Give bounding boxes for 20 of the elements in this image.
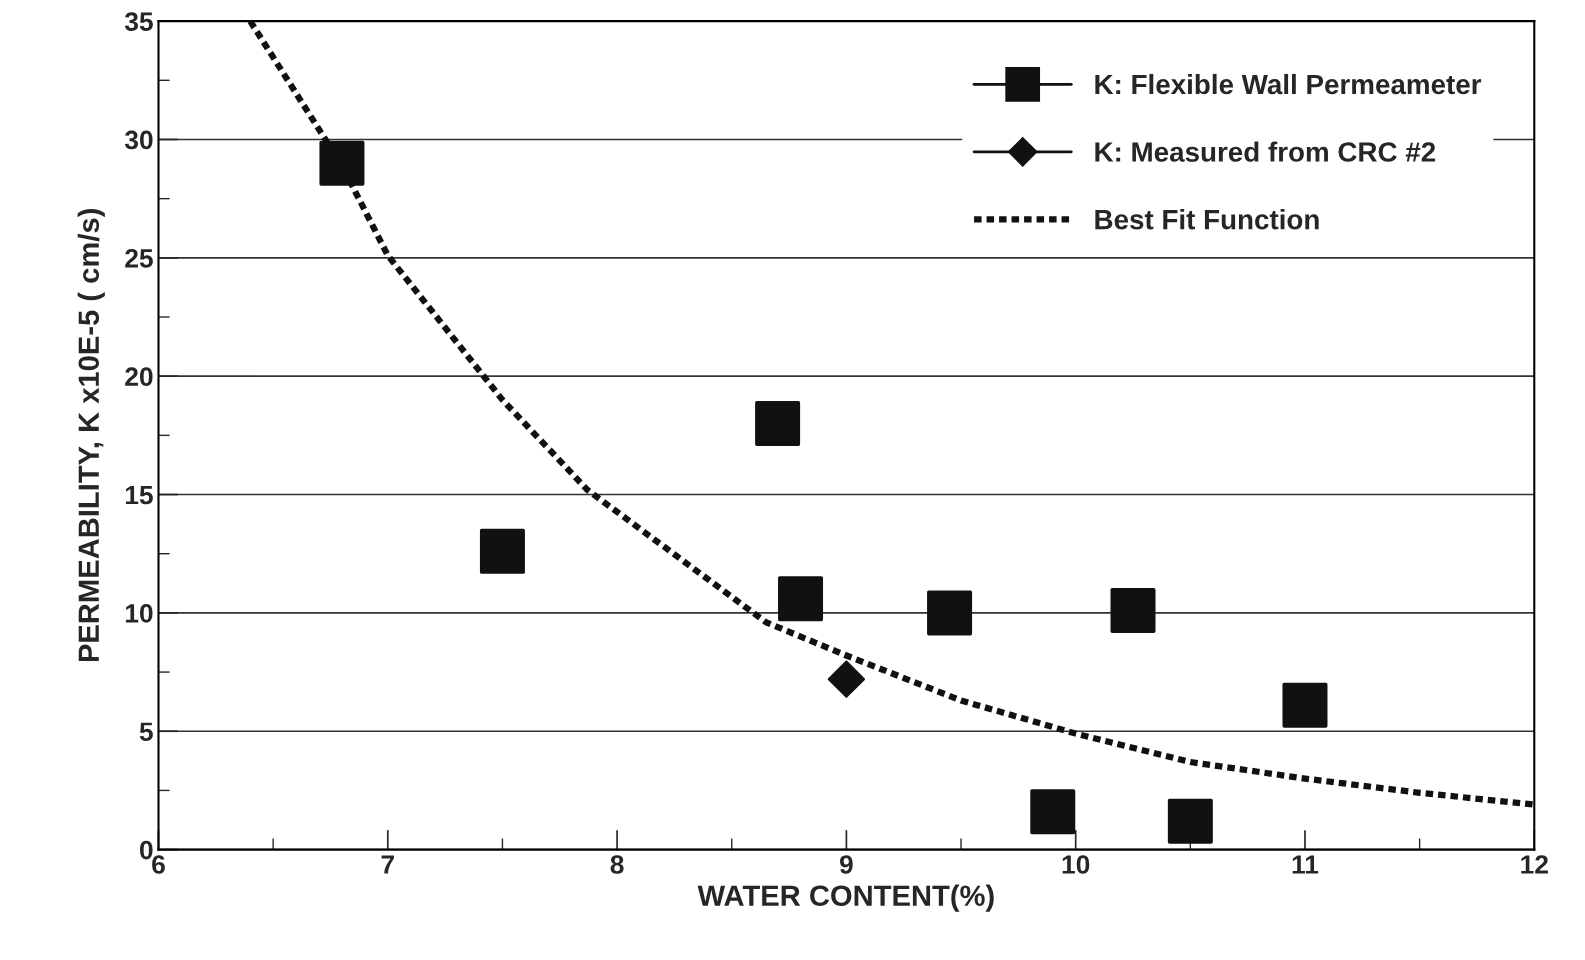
legend-label: K: Flexible Wall Permeameter <box>1095 73 1482 95</box>
y-tick-label: 20 <box>125 367 153 386</box>
x-tick-label: 9 <box>839 855 853 874</box>
y-axis-title: PERMEABILITY, K x10E-5 ( cm/s) <box>77 209 105 662</box>
x-tick-label: 6 <box>152 855 165 874</box>
legend-label: K: Measured from CRC #2 <box>1095 141 1436 162</box>
y-tick-label: 35 <box>124 12 153 31</box>
y-tick-label: 25 <box>125 248 153 268</box>
y-tick-label: 5 <box>139 722 153 742</box>
y-tick-label: 10 <box>125 604 153 623</box>
y-tick-label: 15 <box>125 485 153 505</box>
y-tick-label: 30 <box>124 130 153 150</box>
x-tick-label: 11 <box>1292 855 1319 874</box>
x-tick-label: 10 <box>1062 855 1090 874</box>
x-tick-label: 7 <box>381 855 394 874</box>
x-tick-label: 8 <box>610 855 624 874</box>
x-tick-label: 12 <box>1521 855 1548 874</box>
y-tick-label: 0 <box>140 840 153 860</box>
x-axis-title: WATER CONTENT(%) <box>697 884 994 912</box>
legend-label: Best Fit Function <box>1095 209 1319 230</box>
